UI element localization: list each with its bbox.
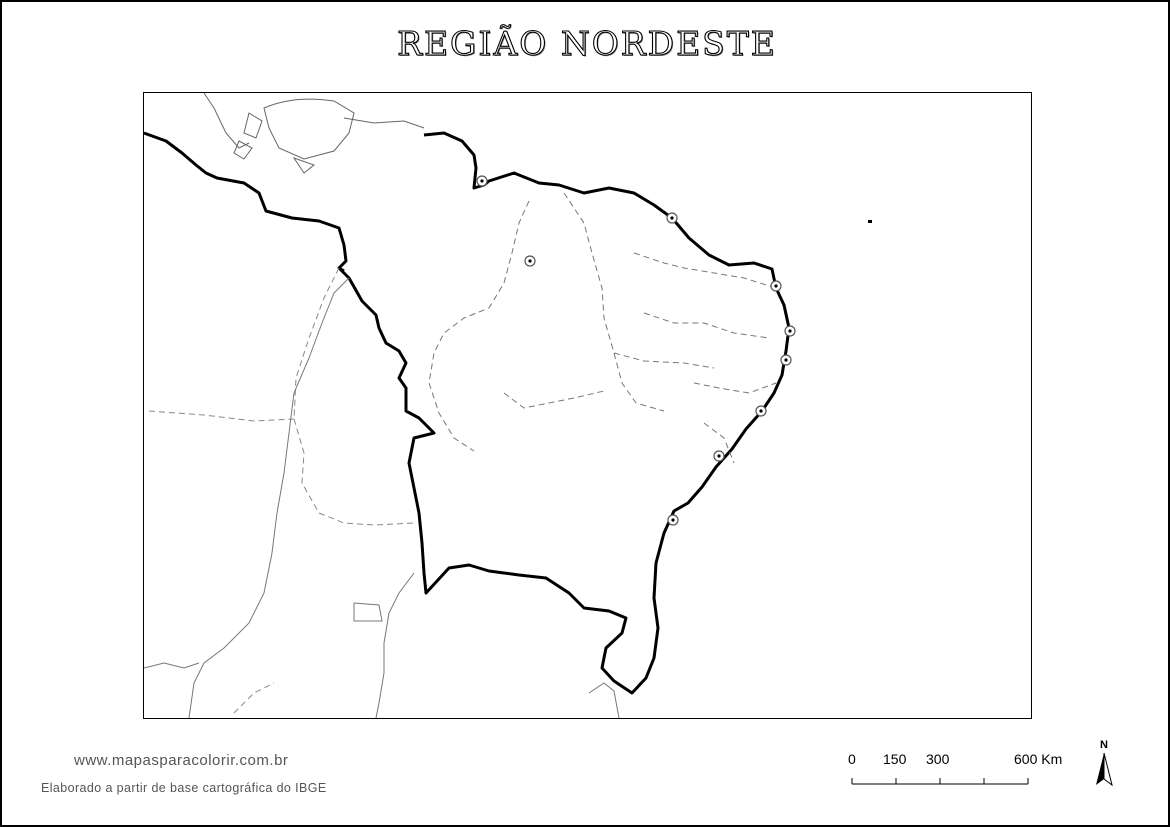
scale-bar: 0 150 300 600 Km [842, 742, 1092, 792]
website-url: www.mapasparacolorir.com.br [74, 752, 289, 769]
scale-label-300: 300 [926, 751, 950, 767]
source-credit: Elaborado a partir de base cartográfica … [41, 781, 327, 795]
capital-marker [780, 354, 792, 366]
amazon-delta-islands [203, 93, 425, 174]
capital-markers [476, 175, 796, 526]
north-arrow-icon [1096, 752, 1113, 787]
scale-bar-ruler [851, 778, 1029, 785]
northeast-region-outline [144, 131, 791, 695]
neighbour-outlines [144, 277, 620, 718]
map-svg [144, 93, 872, 718]
scale-label-0: 0 [848, 751, 856, 767]
capital-marker [713, 450, 725, 462]
scale-label-150: 150 [883, 751, 907, 767]
neighbour-boundaries [148, 267, 415, 714]
capital-marker [784, 325, 796, 337]
capital-marker [666, 212, 678, 224]
capital-marker [524, 255, 536, 267]
northeast-region-outline-west [338, 266, 345, 273]
north-label: N [1100, 739, 1108, 751]
north-arrow: N [1094, 739, 1118, 789]
capital-marker [667, 514, 679, 526]
fernando-de-noronha-island [868, 220, 872, 223]
capital-marker [755, 405, 767, 417]
capital-marker [770, 280, 782, 292]
scale-label-600: 600 Km [1014, 751, 1063, 767]
state-boundaries [428, 192, 777, 464]
capital-marker [476, 175, 488, 187]
map-canvas [143, 92, 1032, 719]
map-title: REGIÃO NORDESTE [397, 23, 777, 63]
